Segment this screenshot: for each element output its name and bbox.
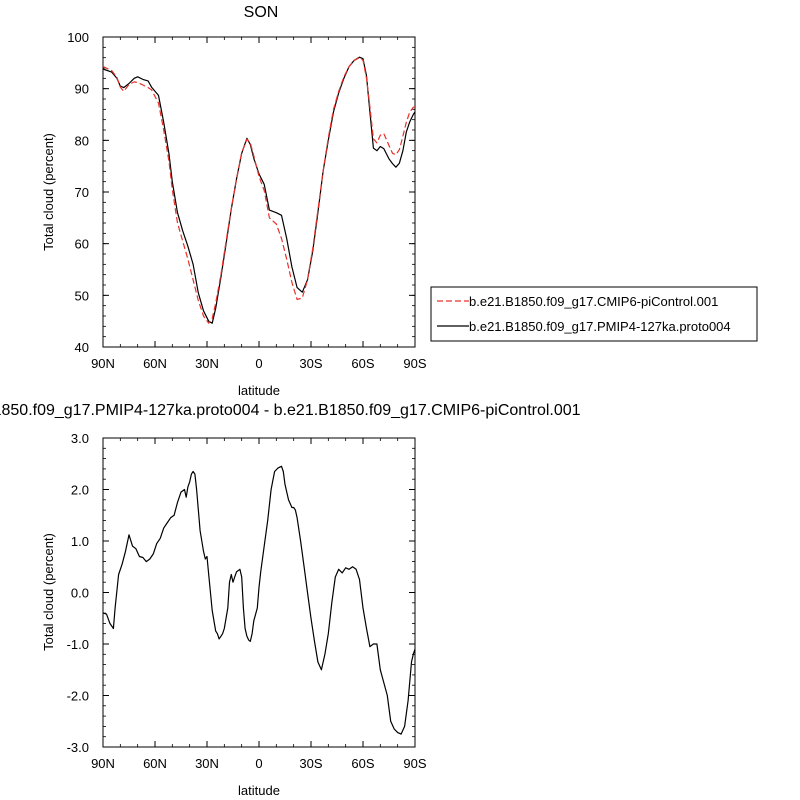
- bottom-x-axis-label: latitude: [238, 783, 280, 798]
- top-x-tick-label: 90S: [403, 356, 426, 371]
- bottom-y-tick-label: -1.0: [67, 637, 89, 652]
- bottom-x-tick-label: 90S: [403, 756, 426, 771]
- top-series-line-0: [102, 57, 416, 324]
- legend-label-control: b.e21.B1850.f09_g17.CMIP6-piControl.001: [469, 294, 718, 309]
- bottom-x-tick-label: 60S: [351, 756, 374, 771]
- top-y-tick-label: 100: [67, 30, 89, 45]
- bottom-series-line-0: [102, 465, 416, 735]
- top-y-tick-label: 50: [75, 288, 89, 303]
- bottom-x-tick-label: 60N: [143, 756, 167, 771]
- top-x-tick-label: 30N: [195, 356, 219, 371]
- bottom-y-tick-label: 0.0: [71, 586, 89, 601]
- bottom-x-tick-label: 30S: [299, 756, 322, 771]
- top-x-axis-label: latitude: [238, 383, 280, 398]
- bottom-chart-title: b.e21.B1850.f09_g17.PMIP4-127ka.proto004…: [0, 402, 581, 419]
- top-x-tick-label: 60S: [351, 356, 374, 371]
- top-y-tick-label: 70: [75, 185, 89, 200]
- legend-box: [430, 286, 758, 342]
- top-x-tick-label: 60N: [143, 356, 167, 371]
- top-y-tick-label: 60: [75, 237, 89, 252]
- bottom-y-axis-label: Total cloud (percent): [41, 533, 56, 651]
- bottom-panel: b.e21.B1850.f09_g17.PMIP4-127ka.proto004…: [0, 402, 581, 798]
- top-x-tick-label: 90N: [91, 356, 115, 371]
- bottom-x-tick-label: 0: [255, 756, 262, 771]
- legend-label-experiment: b.e21.B1850.f09_g17.PMIP4-127ka.proto004: [469, 319, 731, 334]
- top-chart-title: SON: [244, 4, 279, 21]
- top-x-tick-label: 0: [255, 356, 262, 371]
- bottom-y-tick-label: 2.0: [71, 483, 89, 498]
- legend: b.e21.B1850.f09_g17.CMIP6-piControl.001 …: [430, 286, 758, 342]
- top-y-tick-label: 40: [75, 340, 89, 355]
- top-panel: SON 90N 60N 30N 0 30S 60S 90S 40 50 60 70 80 90 100 l…: [41, 4, 427, 398]
- bottom-y-tick-label: -2.0: [67, 689, 89, 704]
- bottom-x-tick-label: 90N: [91, 756, 115, 771]
- bottom-x-tick-label: 30N: [195, 756, 219, 771]
- bottom-y-tick-label: 1.0: [71, 534, 89, 549]
- top-x-tick-label: 30S: [299, 356, 322, 371]
- top-y-axis-label: Total cloud (percent): [41, 133, 56, 251]
- top-y-tick-label: 80: [75, 133, 89, 148]
- top-y-tick-label: 90: [75, 82, 89, 97]
- bottom-y-tick-label: -3.0: [67, 740, 89, 755]
- top-series-line-1: [102, 56, 416, 324]
- bottom-y-tick-label: 3.0: [71, 431, 89, 446]
